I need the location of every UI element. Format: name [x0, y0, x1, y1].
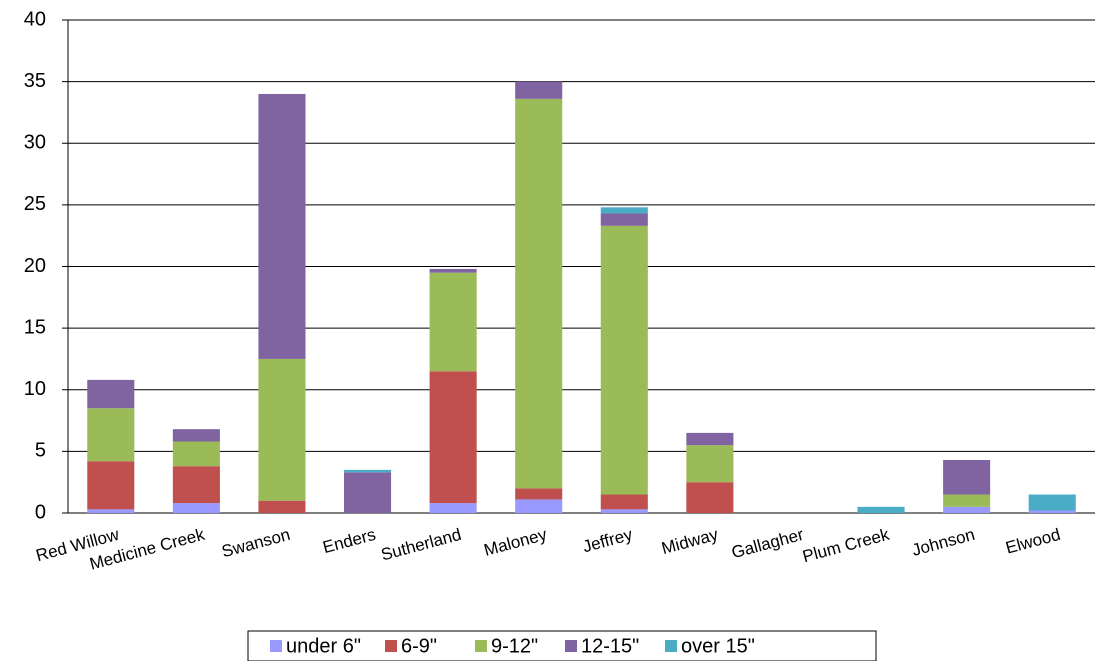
bar-segment [87, 408, 135, 462]
legend-label: 12-15" [581, 635, 639, 657]
bar-segment [600, 225, 648, 495]
legend-box [247, 630, 877, 662]
legend-swatch [665, 640, 677, 652]
x-tick-label: Maloney [482, 525, 549, 560]
bar-segment [943, 506, 991, 513]
bar-segment [344, 469, 392, 473]
bar-segment [172, 441, 220, 467]
x-tick-label: Enders [321, 525, 378, 557]
bar-segment [87, 509, 135, 513]
x-tick-label: Gallagher [730, 525, 806, 563]
bar-segment [943, 494, 991, 507]
bar-segment [515, 98, 563, 489]
x-tick-label: Jeffrey [581, 525, 635, 557]
legend-label: 9-12" [491, 635, 538, 657]
x-tick-label: Plum Creek [801, 525, 892, 566]
bar-segment [1028, 510, 1076, 513]
bar-segment [258, 358, 306, 501]
bar-segment [172, 429, 220, 442]
bar-segment [600, 207, 648, 214]
bar-segment [943, 460, 991, 495]
bar-segment [686, 482, 734, 513]
bar-segment [429, 371, 477, 504]
x-tick-label: Elwood [1004, 525, 1063, 558]
bar-segment [1028, 494, 1076, 511]
legend-label: over 15" [681, 635, 755, 657]
legend-swatch [270, 640, 282, 652]
legend-swatch [475, 640, 487, 652]
legend-label: 6-9" [401, 635, 437, 657]
y-tick-label: 5 [35, 440, 46, 462]
legend-swatch [385, 640, 397, 652]
bar-segment [515, 499, 563, 513]
x-tick-label: Swanson [220, 525, 292, 561]
y-tick-label: 10 [24, 378, 46, 400]
bar-segment [515, 81, 563, 99]
bar-segment [600, 509, 648, 513]
bar-segment [87, 379, 135, 409]
bar-segment [172, 466, 220, 504]
bar-segment [172, 503, 220, 513]
bar-segment [600, 494, 648, 510]
bar-segment [429, 268, 477, 273]
bar-segment [258, 500, 306, 513]
bar-segment [429, 272, 477, 372]
y-tick-label: 35 [24, 70, 46, 92]
y-tick-label: 15 [24, 316, 46, 338]
bar-segment [600, 213, 648, 226]
bar-segment [344, 472, 392, 513]
y-tick-label: 20 [24, 255, 46, 277]
bar-segment [258, 93, 306, 359]
y-tick-label: 30 [24, 132, 46, 154]
legend-swatch [565, 640, 577, 652]
bar-segment [87, 461, 135, 510]
bar-segment [686, 432, 734, 446]
bar-segment [515, 488, 563, 500]
bar-segment [686, 445, 734, 483]
legend-label: under 6" [286, 635, 361, 657]
x-tick-label: Johnson [910, 525, 977, 560]
x-tick-label: Sutherland [379, 525, 463, 565]
y-tick-label: 40 [24, 8, 46, 30]
x-tick-label: Midway [659, 525, 720, 558]
y-tick-label: 0 [35, 501, 46, 523]
bar-segment [429, 503, 477, 513]
bar-segment [857, 506, 905, 513]
y-tick-label: 25 [24, 193, 46, 215]
